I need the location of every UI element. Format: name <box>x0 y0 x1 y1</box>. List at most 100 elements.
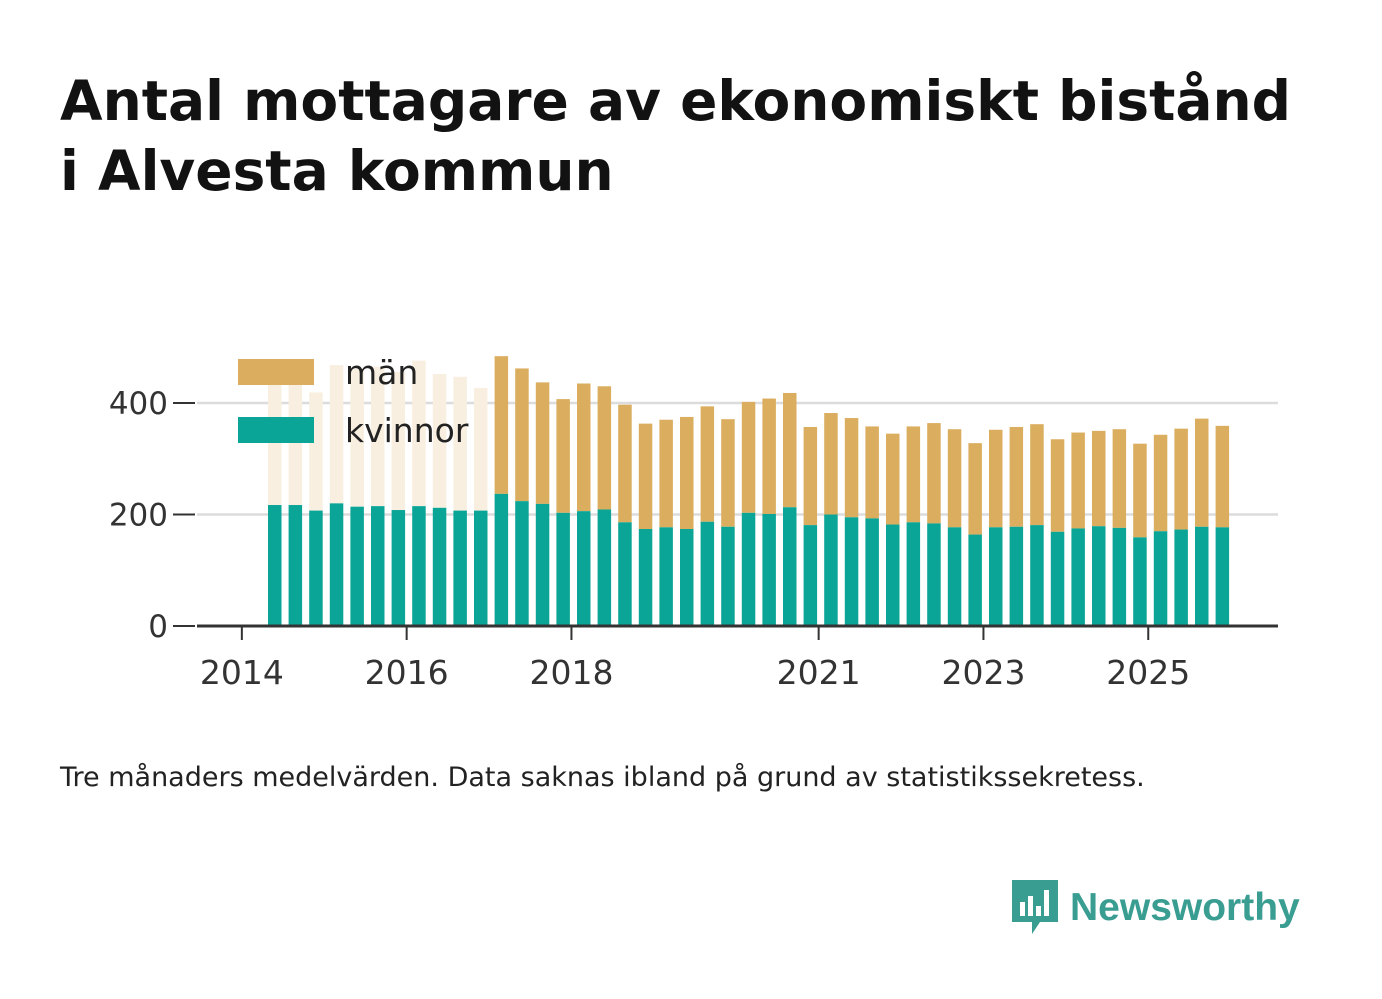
bar-kvinnor <box>1071 528 1085 626</box>
bar-kvinnor <box>638 528 653 626</box>
brand-logo[interactable]: Newsworthy <box>1010 878 1300 938</box>
bar-man <box>1050 439 1065 532</box>
bar-man <box>1030 424 1044 526</box>
bar-man <box>309 392 323 511</box>
bar-kvinnor <box>927 523 941 626</box>
bar-kvinnor <box>597 509 612 626</box>
bar-kvinnor <box>968 534 982 626</box>
bar-kvinnor <box>412 506 426 626</box>
bar-kvinnor <box>659 527 673 626</box>
x-tick-label: 2021 <box>777 653 861 692</box>
bar-kvinnor <box>474 510 488 626</box>
bar-kvinnor <box>680 528 694 626</box>
bar-kvinnor <box>309 510 323 626</box>
bar-kvinnor <box>824 514 838 626</box>
bar-kvinnor <box>371 506 385 626</box>
bar-kvinnor <box>865 518 879 626</box>
bar-man <box>762 398 776 514</box>
bar-man <box>886 433 900 525</box>
bar-man <box>1009 426 1024 527</box>
axes: 0 200 400 2014 2016 2018 2021 2023 2025 <box>109 386 1278 692</box>
x-tick-label: 2016 <box>365 653 449 692</box>
bar-man <box>783 392 797 508</box>
title-line-2: i Alvesta kommun <box>60 139 614 203</box>
bar-kvinnor <box>906 522 921 626</box>
bar-man <box>1174 428 1188 530</box>
bar-kvinnor <box>762 513 776 626</box>
bar-man <box>577 383 591 512</box>
bars <box>268 356 1230 626</box>
bar-kvinnor <box>844 517 859 626</box>
bar-kvinnor <box>577 511 591 626</box>
bar-kvinnor <box>535 503 550 626</box>
bar-man <box>474 387 488 511</box>
bar-man <box>1092 430 1106 527</box>
bar-man <box>659 419 673 528</box>
x-tick-label: 2025 <box>1106 653 1190 692</box>
bar-man <box>432 374 447 508</box>
bar-man <box>515 368 529 502</box>
bar-man <box>968 443 982 535</box>
bar-man <box>1215 425 1230 528</box>
bar-kvinnor <box>721 526 735 626</box>
bar-kvinnor <box>494 493 509 626</box>
bar-man <box>1195 418 1209 527</box>
footnote: Tre månaders medelvärden. Data saknas ib… <box>60 762 1145 793</box>
bar-man <box>989 429 1003 528</box>
x-tick-label: 2014 <box>200 653 284 692</box>
bar-kvinnor <box>783 507 797 626</box>
bar-man <box>947 429 962 528</box>
bar-kvinnor <box>989 527 1003 626</box>
y-tick-label: 400 <box>109 386 168 422</box>
bar-man <box>412 360 426 507</box>
bar-man <box>803 426 818 526</box>
bar-kvinnor <box>741 512 756 626</box>
bar-man <box>1133 443 1147 538</box>
bar-man <box>371 366 385 507</box>
bar-man <box>927 423 941 524</box>
bar-kvinnor <box>1092 526 1106 626</box>
bar-man <box>721 419 735 527</box>
bar-kvinnor <box>1050 531 1065 626</box>
bar-man <box>638 423 653 529</box>
bar-kvinnor <box>1153 531 1168 626</box>
bar-man <box>535 382 550 504</box>
newsworthy-icon <box>1012 880 1058 934</box>
bar-man <box>865 426 879 519</box>
bar-kvinnor <box>1195 526 1209 626</box>
legend-swatch-man <box>238 359 314 385</box>
x-tick-label: 2018 <box>529 653 613 692</box>
bar-man <box>700 406 715 522</box>
bar-kvinnor <box>350 506 364 626</box>
brand-name: Newsworthy <box>1070 886 1300 929</box>
y-tick-label: 200 <box>109 498 168 534</box>
bar-man <box>741 401 756 513</box>
bar-man <box>1112 429 1127 528</box>
bar-man <box>350 368 364 507</box>
bar-kvinnor <box>1112 527 1127 626</box>
bar-kvinnor <box>1174 529 1188 626</box>
bar-kvinnor <box>288 505 303 626</box>
bar-kvinnor <box>1133 537 1147 626</box>
bar-kvinnor <box>329 503 344 626</box>
bar-man <box>844 418 859 518</box>
bar-man <box>1071 432 1085 529</box>
bar-kvinnor <box>556 512 570 626</box>
bar-man <box>453 376 467 511</box>
bar-kvinnor <box>618 522 632 626</box>
bar-man <box>494 356 509 494</box>
y-tick-label: 0 <box>148 609 168 645</box>
bar-man <box>556 399 570 513</box>
bar-kvinnor <box>515 501 529 626</box>
bar-man <box>597 386 612 510</box>
bar-kvinnor <box>453 510 467 626</box>
bar-man <box>391 371 406 511</box>
bar-man <box>1153 434 1168 532</box>
legend-label-kvinnor: kvinnor <box>345 411 469 450</box>
bar-man <box>329 365 344 504</box>
bar-kvinnor <box>432 507 447 626</box>
legend-swatch-kvinnor <box>238 417 314 443</box>
x-tick-label: 2023 <box>941 653 1025 692</box>
bar-kvinnor <box>391 510 406 626</box>
